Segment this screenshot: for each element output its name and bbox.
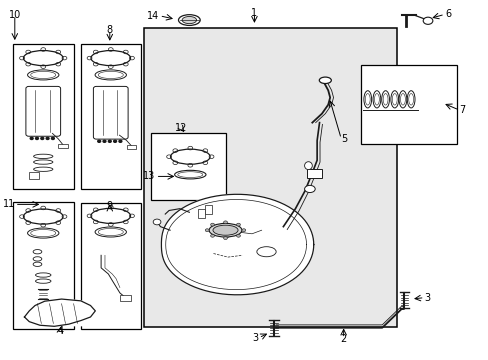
Ellipse shape [178, 15, 200, 26]
FancyBboxPatch shape [26, 86, 61, 136]
Ellipse shape [383, 94, 387, 105]
Polygon shape [24, 299, 95, 326]
Circle shape [242, 229, 245, 231]
Ellipse shape [390, 91, 398, 108]
Ellipse shape [182, 17, 196, 24]
Ellipse shape [304, 162, 312, 170]
Circle shape [210, 234, 214, 237]
Bar [58, 144, 68, 148]
Circle shape [422, 17, 432, 24]
Ellipse shape [391, 94, 396, 105]
Ellipse shape [304, 185, 315, 193]
Ellipse shape [374, 94, 379, 105]
Bar [13, 44, 74, 189]
Circle shape [119, 140, 122, 142]
Circle shape [98, 140, 101, 142]
Circle shape [223, 221, 227, 224]
Text: 2: 2 [340, 333, 346, 343]
Circle shape [210, 223, 214, 226]
Bar [81, 44, 141, 189]
Ellipse shape [213, 225, 238, 235]
Text: 11: 11 [2, 199, 15, 210]
Bar [360, 65, 456, 144]
Circle shape [36, 137, 39, 139]
Ellipse shape [319, 77, 331, 84]
Circle shape [103, 140, 106, 142]
Ellipse shape [407, 91, 414, 108]
Text: 7: 7 [458, 105, 465, 115]
Bar [204, 205, 212, 214]
Text: 4: 4 [57, 326, 63, 336]
Text: 6: 6 [444, 9, 450, 19]
Text: 9: 9 [106, 201, 113, 211]
Circle shape [51, 137, 54, 139]
Text: 13: 13 [143, 171, 155, 181]
Bar [197, 209, 205, 218]
Text: 3: 3 [252, 333, 258, 343]
Bar [81, 203, 141, 329]
Circle shape [223, 237, 227, 239]
Circle shape [153, 219, 161, 225]
Text: 10: 10 [9, 10, 21, 20]
Circle shape [41, 137, 43, 139]
Bar [13, 202, 74, 329]
Bar [150, 134, 225, 200]
Bar [143, 28, 396, 327]
Ellipse shape [400, 94, 405, 105]
Text: 14: 14 [147, 11, 159, 21]
Bar [29, 172, 39, 179]
Circle shape [236, 234, 240, 237]
Ellipse shape [365, 94, 369, 105]
Text: 8: 8 [106, 25, 113, 35]
Polygon shape [20, 303, 93, 326]
Ellipse shape [398, 91, 406, 108]
Ellipse shape [209, 224, 242, 237]
Text: 3: 3 [424, 293, 430, 303]
Ellipse shape [381, 91, 388, 108]
Ellipse shape [372, 91, 380, 108]
Ellipse shape [408, 94, 413, 105]
Circle shape [108, 140, 111, 142]
Bar [126, 145, 136, 149]
FancyBboxPatch shape [93, 86, 128, 139]
Ellipse shape [363, 91, 371, 108]
Bar [307, 169, 321, 178]
Text: 1: 1 [251, 8, 257, 18]
Bar [120, 296, 130, 301]
Circle shape [205, 229, 209, 231]
Text: 5: 5 [341, 134, 347, 144]
Text: 12: 12 [175, 123, 187, 133]
Circle shape [113, 140, 116, 142]
Circle shape [46, 137, 49, 139]
Polygon shape [161, 194, 313, 295]
Circle shape [236, 223, 240, 226]
Circle shape [30, 137, 33, 139]
